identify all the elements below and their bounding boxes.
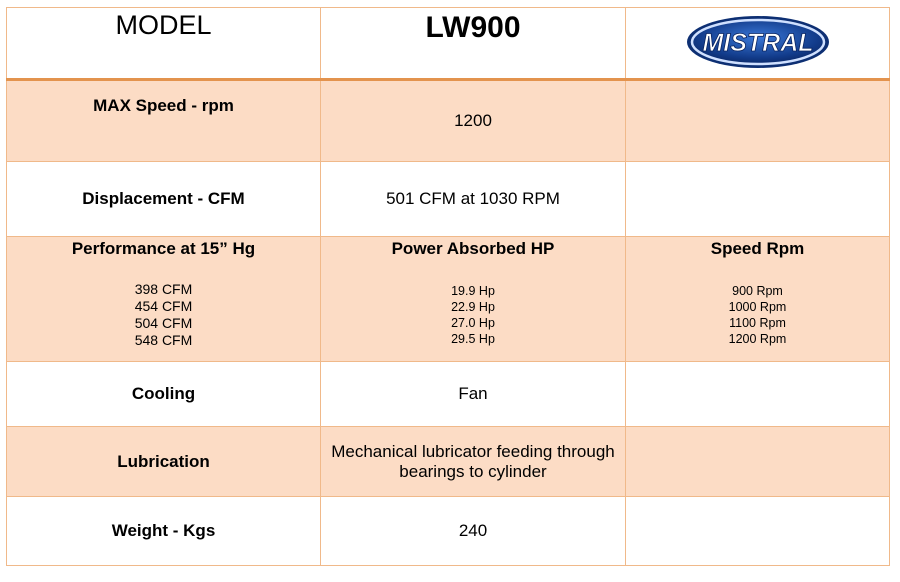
speed-header: Speed Rpm <box>710 239 805 258</box>
weight-label: Weight - Kgs <box>6 496 321 566</box>
header-row: MODEL LW900 MISTRAL <box>6 7 890 81</box>
list-item: 900 Rpm <box>732 284 783 298</box>
max-speed-row: MAX Speed - rpm 1200 <box>6 79 890 162</box>
power-list: 19.9 Hp 22.9 Hp 27.0 Hp 29.5 Hp <box>321 283 625 347</box>
displacement-value: 501 CFM at 1030 RPM <box>320 161 626 237</box>
lubrication-value-line2: bearings to cylinder <box>399 461 547 481</box>
model-value: LW900 <box>425 11 521 44</box>
cooling-value: Fan <box>320 361 626 427</box>
displacement-label: Displacement - CFM <box>6 161 321 237</box>
list-item: 398 CFM <box>134 281 193 297</box>
performance-label: Performance at 15” Hg <box>71 239 256 258</box>
weight-row: Weight - Kgs 240 <box>6 496 890 566</box>
list-item: 504 CFM <box>134 315 193 331</box>
speed-list: 900 Rpm 1000 Rpm 1100 Rpm 1200 Rpm <box>626 283 889 347</box>
model-label-cell: MODEL <box>6 7 321 81</box>
svg-text:MISTRAL: MISTRAL <box>702 29 813 57</box>
power-header: Power Absorbed HP <box>391 239 555 258</box>
cooling-label: Cooling <box>6 361 321 427</box>
lubrication-row: Lubrication Mechanical lubricator feedin… <box>6 426 890 497</box>
performance-power-cell: Power Absorbed HP 19.9 Hp 22.9 Hp 27.0 H… <box>320 236 626 362</box>
displacement-row: Displacement - CFM 501 CFM at 1030 RPM <box>6 161 890 237</box>
flow-list: 398 CFM 454 CFM 504 CFM 548 CFM <box>7 281 320 349</box>
max-speed-value: 1200 <box>320 79 626 162</box>
spec-table: MODEL LW900 MISTRAL <box>6 7 890 566</box>
performance-row: Performance at 15” Hg 398 CFM 454 CFM 50… <box>6 236 890 362</box>
lubrication-value-line1: Mechanical lubricator feeding through <box>331 441 615 461</box>
list-item: 1200 Rpm <box>728 332 787 346</box>
model-label: MODEL <box>115 10 212 40</box>
logo-cell: MISTRAL <box>625 7 890 81</box>
list-item: 1100 Rpm <box>729 316 786 330</box>
cooling-empty <box>625 361 890 427</box>
mistral-logo: MISTRAL <box>685 14 831 75</box>
list-item: 22.9 Hp <box>451 300 495 314</box>
displacement-empty <box>625 161 890 237</box>
list-item: 27.0 Hp <box>451 316 495 330</box>
list-item: 1000 Rpm <box>728 300 787 314</box>
max-speed-label: MAX Speed - rpm <box>6 79 321 162</box>
weight-empty <box>625 496 890 566</box>
list-item: 29.5 Hp <box>451 332 495 346</box>
model-value-cell: LW900 <box>320 7 626 81</box>
lubrication-label: Lubrication <box>6 426 321 497</box>
list-item: 548 CFM <box>134 332 193 348</box>
cooling-row: Cooling Fan <box>6 361 890 427</box>
list-item: 19.9 Hp <box>451 284 495 298</box>
lubrication-empty <box>625 426 890 497</box>
list-item: 454 CFM <box>134 298 193 314</box>
weight-value: 240 <box>320 496 626 566</box>
max-speed-empty <box>625 79 890 162</box>
performance-flows-cell: Performance at 15” Hg 398 CFM 454 CFM 50… <box>6 236 321 362</box>
lubrication-value-cell: Mechanical lubricator feeding through be… <box>320 426 626 497</box>
performance-speed-cell: Speed Rpm 900 Rpm 1000 Rpm 1100 Rpm 1200… <box>625 236 890 362</box>
